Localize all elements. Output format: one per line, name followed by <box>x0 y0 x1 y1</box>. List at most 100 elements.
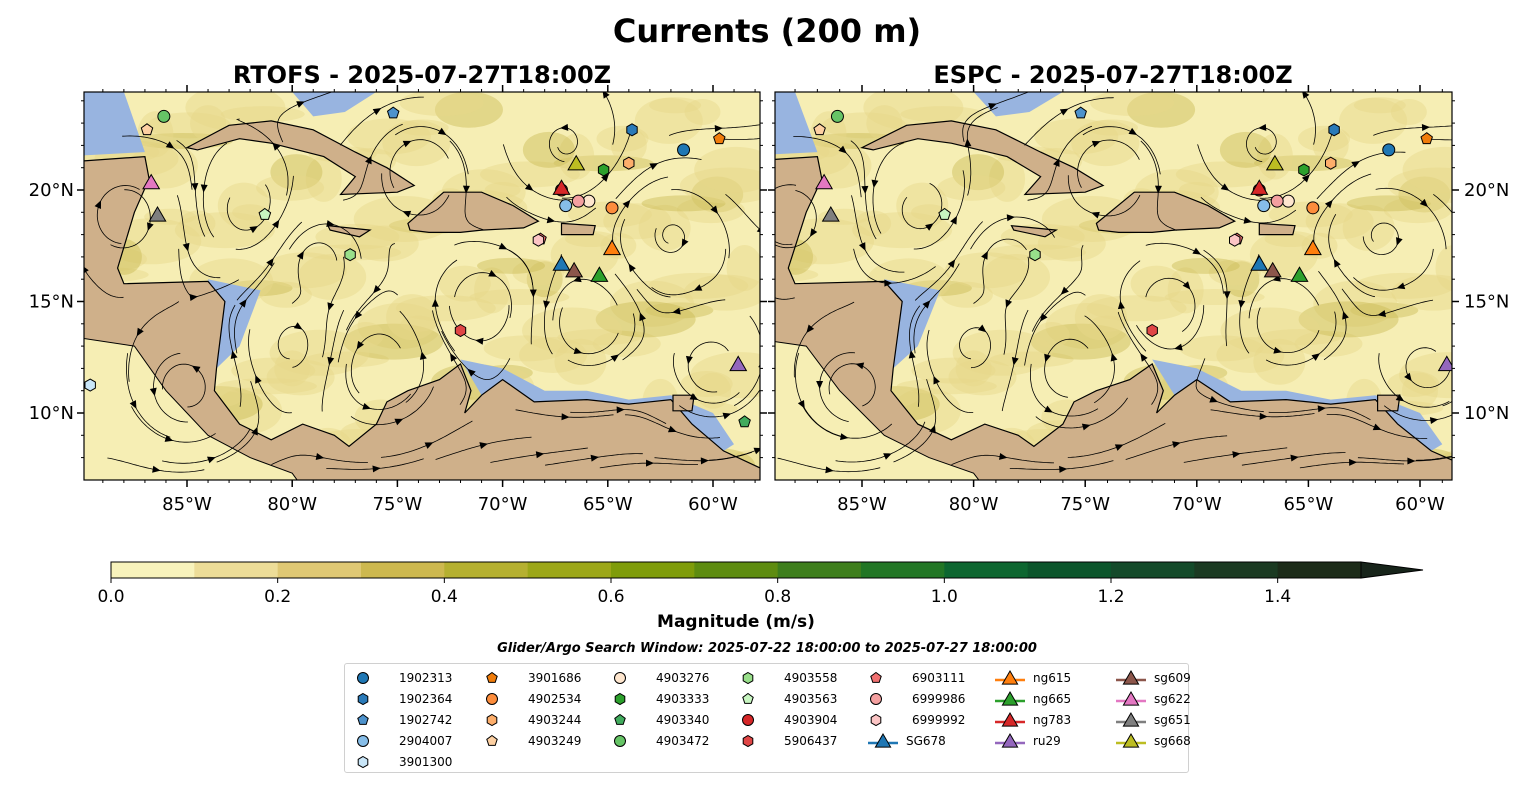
land <box>407 191 540 233</box>
flow-arrow-icon <box>722 412 732 420</box>
lon-tick-label: 75°W <box>1060 494 1110 515</box>
land <box>860 120 1105 196</box>
flow-arrow-icon <box>929 424 936 434</box>
flow-arrow-icon <box>560 123 569 131</box>
legend-label: 1902313 <box>399 671 453 685</box>
flow-arrow-icon <box>249 226 259 234</box>
lat-tick-label: 15°N <box>1464 292 1509 313</box>
legend-label: sg622 <box>1154 692 1191 706</box>
marker-4903249 <box>140 123 154 136</box>
flow-arrow-icon <box>988 103 997 110</box>
flow-arrow-icon <box>372 465 381 473</box>
flow-arrow-icon <box>925 223 934 231</box>
flow-arrow-icon <box>462 185 470 194</box>
flow-arrow-icon <box>1273 346 1283 354</box>
legend-marker <box>1122 670 1140 685</box>
legend-label: 5906437 <box>784 734 838 748</box>
lon-tick-label: 70°W <box>1172 494 1222 515</box>
hexagon-marker-icon <box>870 713 882 727</box>
flow-arrow-icon <box>1081 423 1091 431</box>
marker-sg622 <box>815 173 834 190</box>
flow-arrow-icon <box>1091 140 1101 148</box>
triangle-marker-icon <box>995 733 1025 748</box>
circle-marker-icon <box>614 735 626 747</box>
hexagon-marker-icon <box>357 755 369 769</box>
flow-arrow-icon <box>947 259 956 268</box>
marker-1902742 <box>386 106 400 119</box>
flow-arrow-icon <box>573 347 583 355</box>
flow-arrow-icon <box>535 451 545 459</box>
marker-4903244 <box>1325 156 1337 170</box>
flow-arrow-icon <box>672 307 681 315</box>
triangle-marker-icon <box>1116 733 1146 748</box>
legend-item-sg668: sg668 <box>1114 731 1191 751</box>
flow-arrow-icon <box>272 142 281 151</box>
flow-arrow-icon <box>475 337 484 345</box>
legend-label: 6903111 <box>912 671 966 685</box>
marker-ng783 <box>1250 179 1269 195</box>
land <box>560 222 596 236</box>
flow-arrow-icon <box>362 402 371 410</box>
marker-ru29 <box>1437 355 1452 372</box>
colorbar-bin <box>777 562 862 578</box>
marker-4903563 <box>938 207 951 220</box>
flow-arrow-icon <box>479 442 488 449</box>
legend-label: 4903333 <box>656 692 710 706</box>
lat-tick-label: 15°N <box>29 292 74 313</box>
flow-arrow-icon <box>1301 174 1310 183</box>
flow-arrow-icon <box>147 222 154 231</box>
legend-item-4903563: 4903563 <box>738 689 837 709</box>
flow-arrow-icon <box>639 312 646 322</box>
legend-item-4903276: 4903276 <box>610 668 709 688</box>
map-panel-espc: 85°W 80°W 75°W 70°W 65°W 60°W 20°N 15°N 10°N <box>768 85 1509 515</box>
legend-item-SG678: SG678 <box>866 731 946 751</box>
flow-arrow-icon <box>710 205 719 215</box>
legend-item-4903333: 4903333 <box>610 689 709 709</box>
flow-arrow-icon <box>806 324 815 333</box>
marker-1902364 <box>626 123 638 137</box>
legend-item-ng615: ng615 <box>993 668 1071 688</box>
legend-item-ng783: ng783 <box>993 710 1071 730</box>
legend-item-5906437: 5906437 <box>738 731 837 751</box>
legend-label: SG678 <box>906 734 946 748</box>
flow-arrow-icon <box>1053 158 1060 167</box>
shallow-water <box>84 92 145 156</box>
marker-4903472 <box>157 109 171 123</box>
lat-tick-label: 20°N <box>29 180 74 201</box>
flow-arrow-icon <box>858 242 866 251</box>
flow-arrow-icon <box>1154 185 1162 194</box>
pentagon-marker-icon <box>357 713 369 725</box>
flow-arrow-icon <box>1140 353 1148 362</box>
legend-item-sg609: sg609 <box>1114 668 1191 688</box>
flow-arrow-icon <box>616 406 625 414</box>
flow-arrow-icon <box>645 459 655 467</box>
colorbar-bin <box>527 562 612 578</box>
legend-marker <box>1122 733 1140 748</box>
flow-arrow-icon <box>681 238 689 248</box>
flow-arrow-icon <box>1429 417 1439 425</box>
land <box>1010 224 1059 238</box>
pentagon-marker-icon <box>614 713 626 725</box>
panel-title-rtofs: RTOFS - 2025-07-27T18:00Z <box>233 61 611 89</box>
marker-4903563 <box>258 207 272 220</box>
marker-2904007 <box>559 199 573 213</box>
legend-label: sg651 <box>1154 713 1191 727</box>
lon-tick-label: 75°W <box>373 494 423 515</box>
flow-arrow-icon <box>326 220 335 227</box>
legend-marker <box>870 693 882 705</box>
marker-sg609 <box>565 261 584 278</box>
flow-arrow-icon <box>1044 353 1051 363</box>
colorbar-bin <box>944 562 1029 578</box>
marker-sg668 <box>567 154 586 171</box>
marker-ru29 <box>729 355 748 372</box>
flow-arrow-icon <box>561 413 570 421</box>
pacific-ocean <box>775 341 980 480</box>
flow-arrow-icon <box>1333 258 1341 268</box>
marker-4903472 <box>830 109 844 123</box>
legend-label: 4902534 <box>528 692 582 706</box>
circle-marker-icon <box>742 714 754 726</box>
legend-item-3901686: 3901686 <box>482 668 581 688</box>
flow-arrow-icon <box>1481 134 1490 142</box>
flow-arrow-icon <box>685 355 693 365</box>
